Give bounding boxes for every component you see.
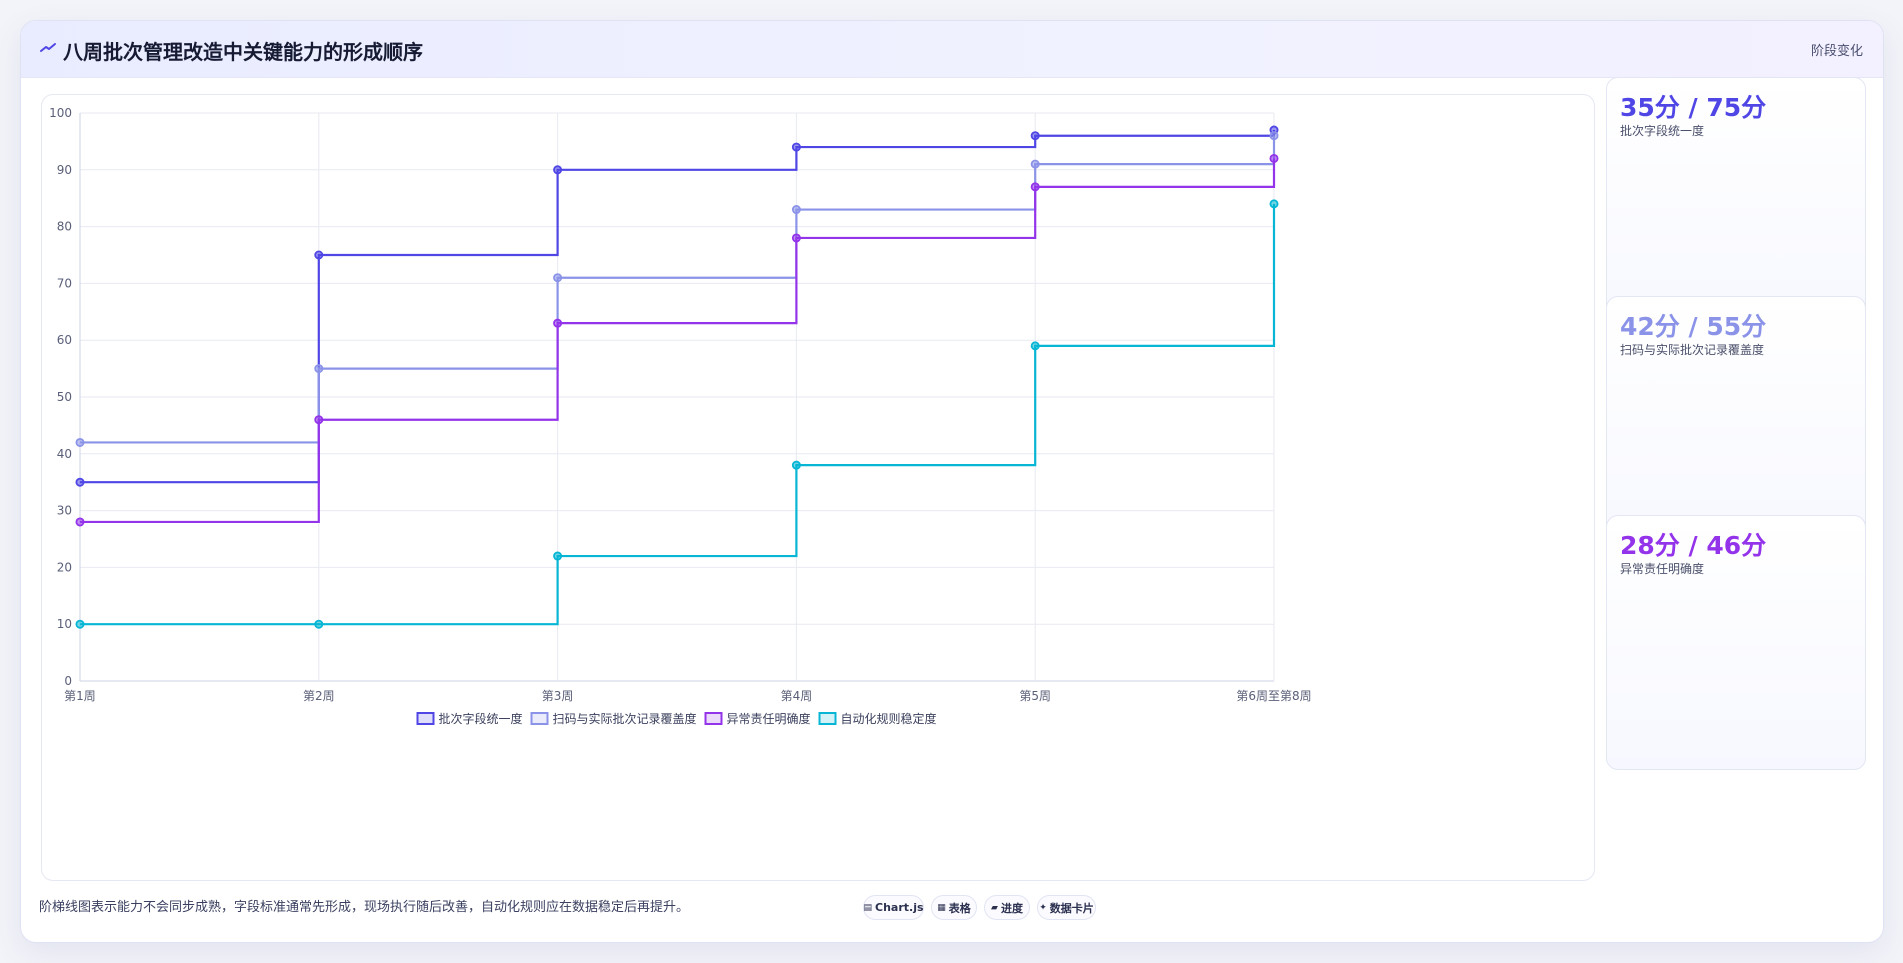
card-header: 八周批次管理改造中关键能力的形成顺序 阶段变化	[21, 21, 1883, 78]
y-tick-label: 20	[57, 560, 72, 574]
x-tick-label: 第6周至第8周	[1236, 689, 1311, 703]
legend-label: 异常责任明确度	[727, 711, 811, 726]
legend-label: 扫码与实际批次记录覆盖度	[553, 711, 697, 726]
data-point	[1269, 199, 1279, 209]
x-tick-label: 第4周	[781, 689, 813, 703]
metric-value: 28分 / 46分	[1620, 531, 1767, 560]
y-tick-label: 40	[57, 447, 72, 461]
metric-card-scan-coverage: 42分 / 55分 扫码与实际批次记录覆盖度	[1606, 296, 1866, 551]
data-point	[314, 619, 324, 629]
data-point	[75, 437, 85, 447]
page-title: 八周批次管理改造中关键能力的形成顺序	[63, 40, 423, 64]
metric-value: 35分 / 75分	[1620, 93, 1767, 122]
metric-value: 42分 / 55分	[1620, 312, 1767, 341]
progress-icon: ▰	[991, 902, 998, 913]
x-tick-label: 第2周	[303, 689, 335, 703]
y-tick-label: 0	[64, 674, 72, 688]
series-line	[80, 203, 1276, 626]
data-point	[1030, 159, 1040, 169]
series-line	[80, 158, 1276, 524]
data-point	[791, 205, 801, 215]
data-point	[1030, 131, 1040, 141]
trend-line-icon	[40, 43, 56, 52]
data-card-chip[interactable]: ✦ 数据卡片	[1037, 895, 1096, 920]
chartjs-chip[interactable]: ▤ Chart.js	[863, 895, 924, 920]
data-point	[314, 250, 324, 260]
step-line-chart: 0 10 20 30 40 50 60 70 80 90 100 第1周 第2周 第3周 第4周 第5周 第6周…	[49, 106, 1312, 726]
x-tick-label: 第1周	[64, 689, 96, 703]
x-tick-label: 第5周	[1019, 689, 1051, 703]
chart-panel: 0 10 20 30 40 50 60 70 80 90 100 第1周 第2周 第3周 第4周 第5周 第6周…	[41, 94, 1595, 881]
data-point	[791, 142, 801, 152]
data-point	[1269, 131, 1279, 141]
main-card: 八周批次管理改造中关键能力的形成顺序 阶段变化 0 10 20 30 40 50 60 70 8…	[20, 20, 1884, 943]
data-point	[553, 273, 563, 283]
legend-label: 自动化规则稳定度	[841, 711, 937, 726]
data-point	[791, 233, 801, 243]
data-point	[1269, 153, 1279, 163]
sparkle-icon: ✦	[1039, 902, 1047, 913]
table-chip[interactable]: ▦ 表格	[931, 895, 977, 920]
data-point	[75, 517, 85, 527]
y-tick-label: 60	[57, 333, 72, 347]
legend-swatch	[704, 712, 723, 725]
data-point	[1030, 341, 1040, 351]
y-tick-label: 50	[57, 390, 72, 404]
metric-card-field-unification: 35分 / 75分 批次字段统一度	[1606, 77, 1866, 332]
stage-change-label[interactable]: 阶段变化	[1810, 44, 1863, 59]
table-icon: ▦	[937, 902, 946, 913]
chip-label: 表格	[948, 901, 971, 915]
y-tick-label: 90	[57, 163, 72, 177]
data-point	[314, 415, 324, 425]
chart-icon: ▤	[863, 902, 872, 913]
x-tick-label: 第3周	[542, 689, 574, 703]
legend-swatch	[530, 712, 549, 725]
legend-swatch	[416, 712, 435, 725]
data-point	[553, 551, 563, 561]
series-line	[80, 135, 1276, 444]
y-tick-label: 70	[57, 276, 72, 290]
legend-swatch	[818, 712, 837, 725]
metric-label: 异常责任明确度	[1620, 562, 1705, 576]
series-line	[80, 130, 1276, 484]
data-point	[314, 364, 324, 374]
chip-label: 进度	[1000, 901, 1023, 915]
y-tick-label: 100	[49, 106, 72, 120]
chip-label: Chart.js	[875, 901, 924, 914]
data-point	[75, 477, 85, 487]
metric-card-exception-responsibility: 28分 / 46分 异常责任明确度	[1606, 515, 1866, 770]
metric-label: 批次字段统一度	[1620, 124, 1705, 138]
legend-label: 批次字段统一度	[439, 711, 523, 726]
data-point	[1030, 182, 1040, 192]
data-point	[553, 165, 563, 175]
chip-label: 数据卡片	[1049, 901, 1094, 915]
y-tick-label: 80	[57, 220, 72, 234]
data-point	[791, 460, 801, 470]
footer-note: 阶梯线图表示能力不会同步成熟，字段标准通常先形成，现场执行随后改善，自动化规则应…	[39, 900, 690, 915]
y-tick-label: 30	[57, 504, 72, 518]
data-point	[75, 619, 85, 629]
y-tick-label: 10	[57, 617, 72, 631]
data-point	[553, 318, 563, 328]
progress-chip[interactable]: ▰ 进度	[984, 895, 1030, 920]
metric-label: 扫码与实际批次记录覆盖度	[1620, 343, 1765, 357]
